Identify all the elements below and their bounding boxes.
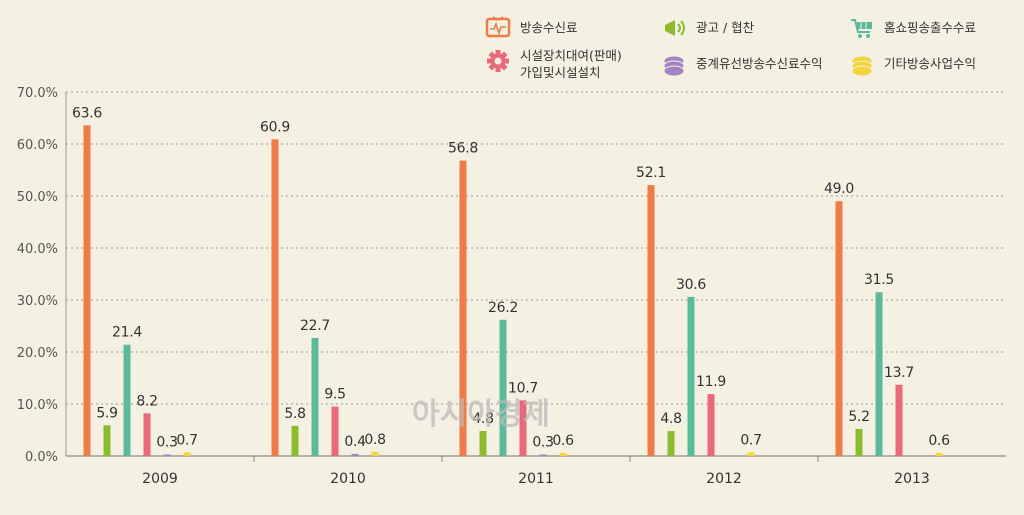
bar-series-3-2012: [707, 394, 715, 456]
bar-series-3-2010: [331, 406, 339, 456]
legend-label: 시설장치대여(판매) 가입및시설설치: [520, 48, 622, 80]
data-label: 60.9: [260, 119, 290, 135]
data-label: 5.9: [96, 405, 117, 421]
data-label: 9.5: [324, 387, 345, 403]
bar-series-2-2011: [499, 319, 507, 456]
y-tick-label: 60.0%: [17, 138, 58, 153]
bar-series-0-2009: [83, 125, 91, 456]
y-tick-label: 30.0%: [17, 294, 58, 309]
gear-icon: [487, 50, 509, 72]
x-tick-label: 2011: [518, 471, 554, 487]
data-label: 0.7: [740, 432, 761, 448]
x-tick-label: 2009: [142, 471, 178, 487]
bar-series-5-2011: [559, 452, 567, 456]
bar-series-4-2010: [351, 453, 359, 456]
data-label: 13.7: [884, 365, 914, 381]
data-label: 0.4: [344, 434, 366, 450]
bar-series-5-2012: [747, 452, 755, 456]
y-tick-label: 70.0%: [17, 86, 58, 101]
data-label: 21.4: [112, 325, 142, 341]
bar-series-0-2010: [271, 139, 279, 456]
data-label: 5.8: [284, 406, 305, 422]
shopping-cart-icon: [851, 19, 872, 38]
data-label: 10.7: [508, 380, 538, 396]
data-label: 30.6: [676, 277, 706, 293]
data-label: 4.8: [472, 411, 493, 427]
bar-series-3-2009: [143, 413, 151, 456]
y-tick-label: 10.0%: [17, 398, 58, 413]
bar-series-2-2010: [311, 337, 319, 456]
coin-stack-icon: [663, 55, 685, 77]
bar-series-0-2013: [835, 201, 843, 456]
bar-series-0-2011: [459, 160, 467, 456]
bar-series-4-2009: [163, 454, 171, 456]
data-label: 0.3: [532, 434, 553, 450]
data-label: 31.5: [864, 272, 894, 288]
coin-stack-icon: [851, 55, 873, 77]
bar-series-3-2011: [519, 400, 527, 456]
bar-series-5-2013: [935, 452, 943, 456]
data-label: 56.8: [448, 141, 478, 157]
bar-series-1-2009: [103, 425, 111, 456]
bar-series-0-2012: [647, 185, 655, 456]
bar-series-2-2012: [687, 296, 695, 456]
y-tick-label: 40.0%: [17, 242, 58, 257]
data-label: 49.0: [824, 181, 854, 197]
bar-series-1-2013: [855, 428, 863, 456]
data-label: 0.3: [156, 434, 177, 450]
bar-series-4-2011: [539, 454, 547, 456]
bar-series-2-2013: [875, 292, 883, 456]
y-tick-label: 0.0%: [25, 450, 58, 465]
y-tick-label: 20.0%: [17, 346, 58, 361]
y-tick-label: 50.0%: [17, 190, 58, 205]
data-label: 4.8: [660, 411, 681, 427]
data-label: 22.7: [300, 318, 330, 334]
data-label: 63.6: [72, 105, 102, 121]
bar-series-1-2012: [667, 431, 675, 456]
bar-series-1-2010: [291, 425, 299, 456]
data-label: 8.2: [136, 393, 157, 409]
legend-label: 광고 / 협찬: [696, 20, 755, 35]
data-label: 0.6: [552, 433, 574, 449]
bar-series-3-2013: [895, 384, 903, 456]
data-label: 0.7: [176, 432, 197, 448]
data-label: 11.9: [696, 374, 726, 390]
data-label: 0.6: [928, 433, 950, 449]
data-label: 5.2: [848, 409, 869, 425]
x-tick-label: 2012: [706, 471, 742, 487]
legend-label: 방송수신료: [520, 20, 578, 35]
legend-label: 홈쇼핑송출수수료: [884, 20, 976, 35]
data-label: 26.2: [488, 300, 518, 316]
legend-label: 기타방송사업수익: [884, 56, 976, 71]
x-tick-label: 2013: [894, 471, 930, 487]
tv-icon: [485, 16, 511, 38]
legend-label: 중계유선방송수신료수익: [696, 56, 823, 71]
bar-series-1-2011: [479, 431, 487, 456]
data-label: 0.8: [364, 432, 385, 448]
bar-series-5-2010: [371, 451, 379, 456]
data-label: 52.1: [636, 165, 666, 181]
bar-series-5-2009: [183, 452, 191, 456]
megaphone-icon: [665, 20, 685, 36]
x-tick-label: 2010: [330, 471, 366, 487]
bar-series-2-2009: [123, 344, 131, 456]
watermark-text: 아시아경제: [412, 397, 550, 432]
